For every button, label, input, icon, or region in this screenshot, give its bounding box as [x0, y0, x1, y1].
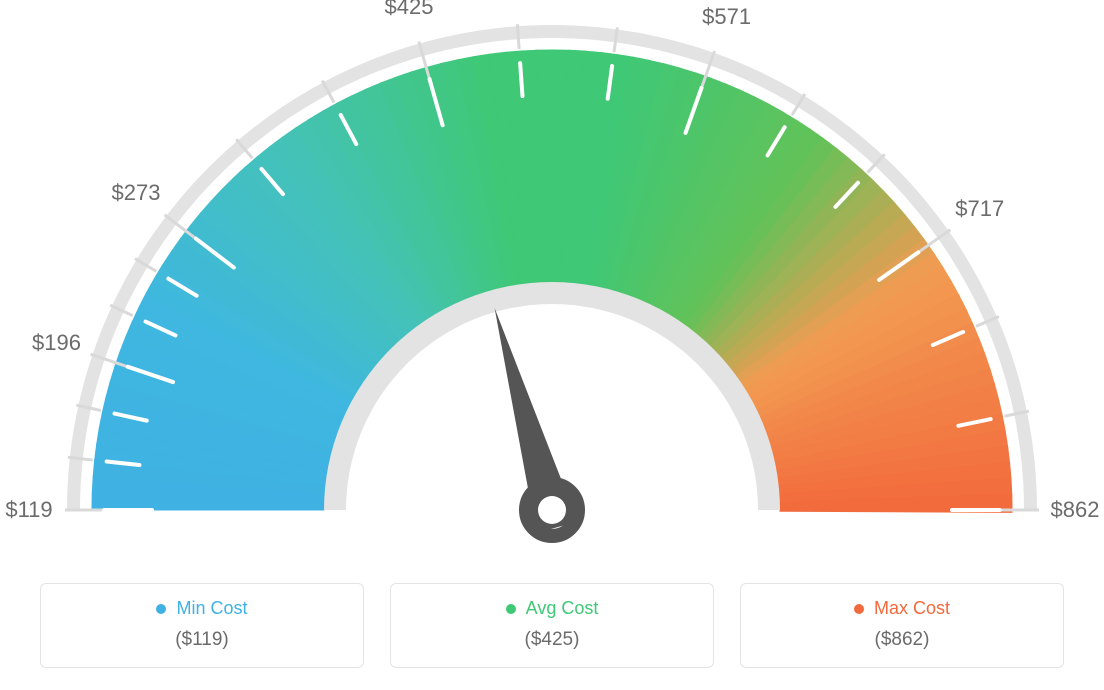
- gauge-svg: [0, 0, 1104, 560]
- gauge-tick-label: $571: [702, 4, 751, 30]
- legend-title-max: Max Cost: [854, 598, 950, 619]
- gauge-tick-label: $717: [955, 196, 1004, 222]
- legend-label: Min Cost: [176, 598, 247, 619]
- legend-value: ($862): [741, 629, 1063, 651]
- gauge-chart: $119 $196 $273 $425 $571 $717 $862: [0, 0, 1104, 560]
- legend-card-max: Max Cost ($862): [740, 583, 1064, 668]
- dot-icon: [506, 604, 516, 614]
- gauge-band: [92, 50, 1012, 512]
- dot-icon: [156, 604, 166, 614]
- gauge-tick-label: $196: [32, 330, 81, 356]
- legend-label: Avg Cost: [526, 598, 599, 619]
- legend-title-min: Min Cost: [156, 598, 247, 619]
- legend-value: ($119): [41, 629, 363, 651]
- legend-title-avg: Avg Cost: [506, 598, 599, 619]
- legend-value: ($425): [391, 629, 713, 651]
- dot-icon: [854, 604, 864, 614]
- gauge-tick-label: $425: [385, 0, 434, 20]
- gauge-tick-label: $119: [5, 497, 52, 523]
- gauge-tick-label: $273: [112, 180, 161, 206]
- legend-card-avg: Avg Cost ($425): [390, 583, 714, 668]
- gauge-tick-label: $862: [1051, 497, 1100, 523]
- legend-label: Max Cost: [874, 598, 950, 619]
- legend-card-min: Min Cost ($119): [40, 583, 364, 668]
- gauge-hub-hole: [538, 496, 566, 524]
- legend-row: Min Cost ($119) Avg Cost ($425) Max Cost…: [40, 583, 1064, 668]
